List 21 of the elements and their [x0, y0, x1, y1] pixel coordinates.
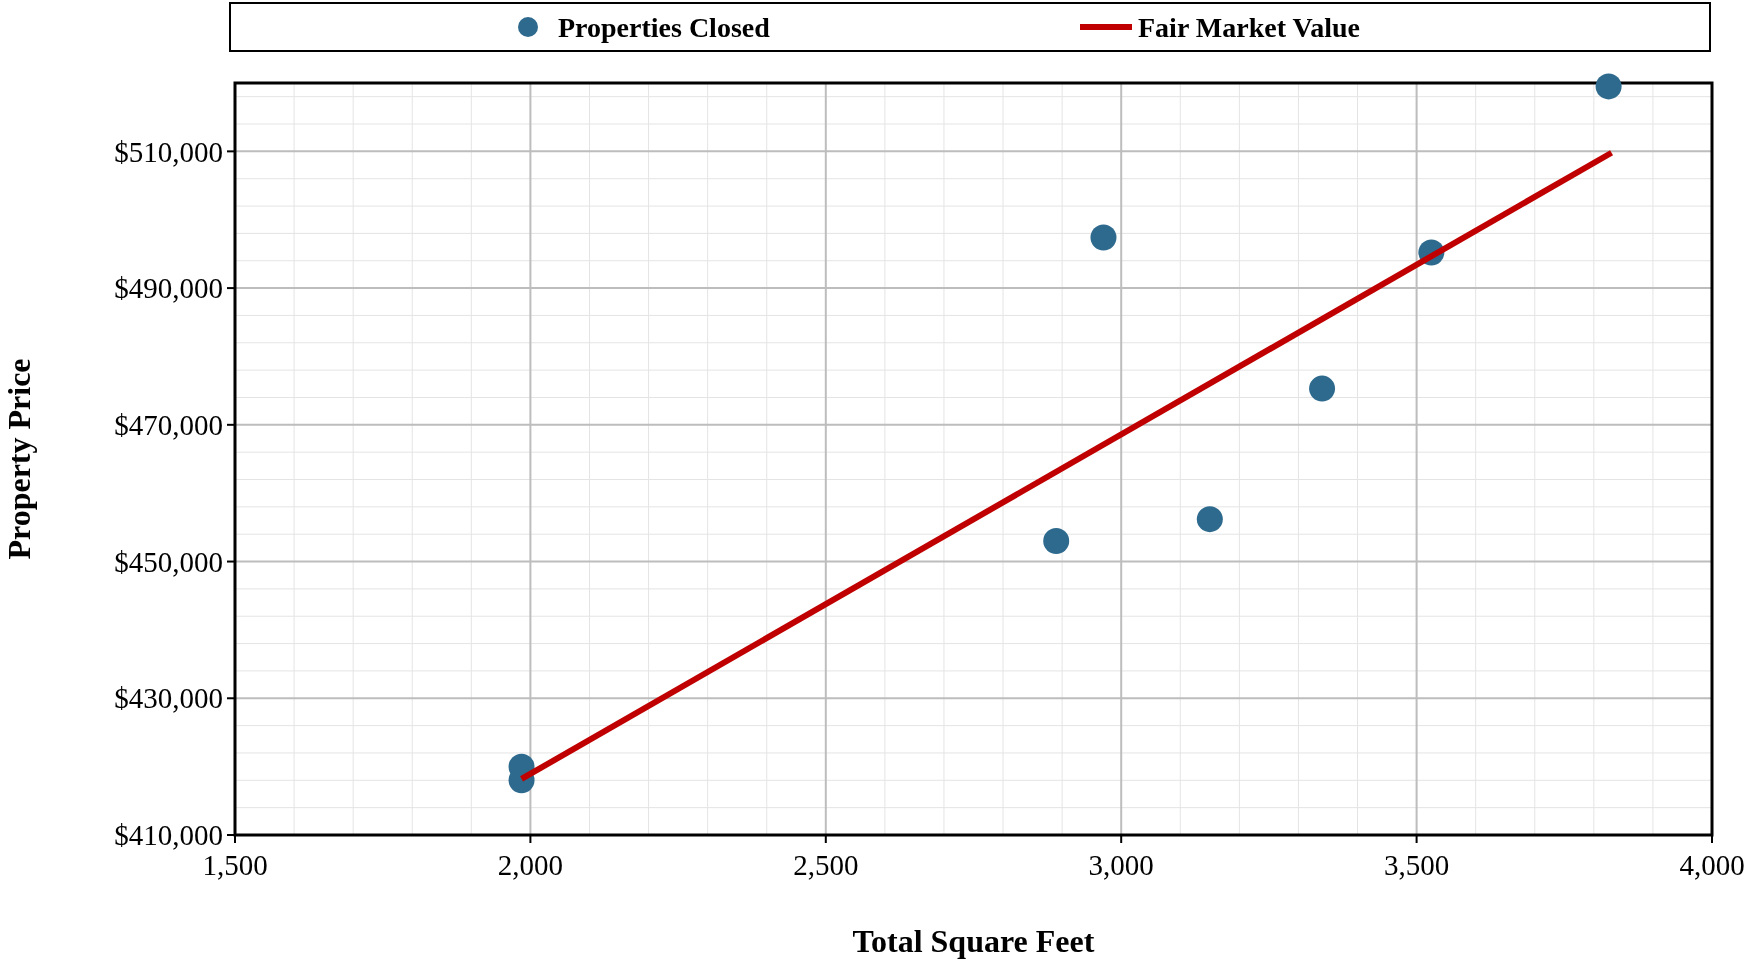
x-tick-label: 2,000	[497, 849, 564, 881]
legend-label: Fair Market Value	[1138, 11, 1360, 43]
point	[1595, 73, 1622, 100]
x-tick-label: 3,000	[1088, 849, 1154, 881]
x-tick-label: 3,500	[1383, 849, 1450, 881]
y-tick-label: $410,000	[114, 819, 223, 852]
y-tick-label: $430,000	[114, 682, 223, 715]
x-axis-title: Total Square Feet	[852, 923, 1095, 959]
y-tick-label: $450,000	[114, 545, 223, 578]
y-tick-label: $470,000	[114, 408, 223, 441]
legend-label: Properties Closed	[558, 11, 771, 43]
point	[1196, 506, 1223, 533]
point	[1043, 528, 1070, 555]
x-tick-label: 4,000	[1679, 849, 1745, 881]
point	[1090, 224, 1117, 251]
x-tick-label: 1,500	[202, 849, 268, 881]
y-tick-label: $490,000	[114, 272, 223, 305]
point	[1309, 375, 1336, 402]
x-tick-label: 2,500	[793, 849, 859, 881]
y-tick-label: $510,000	[114, 135, 223, 168]
y-axis-title: Property Price	[1, 358, 37, 560]
